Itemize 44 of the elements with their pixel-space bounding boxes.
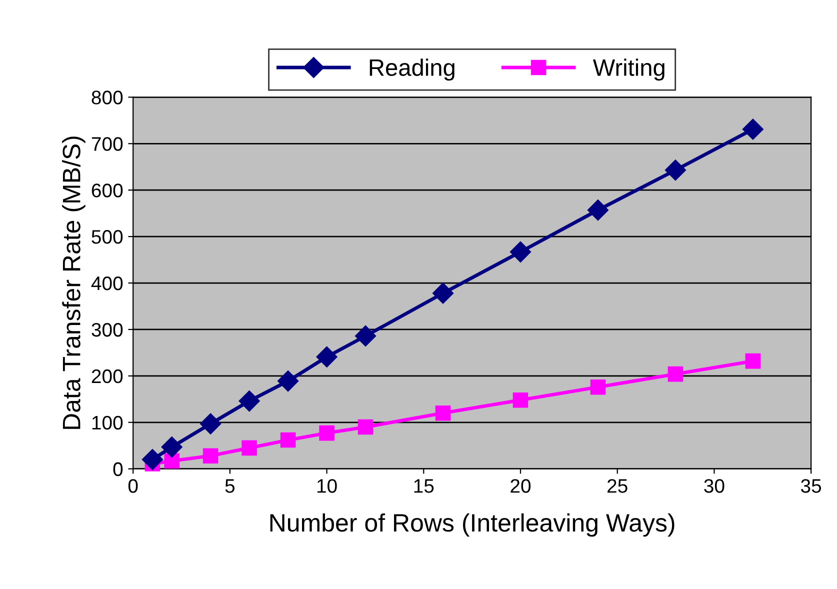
point bbox=[432, 282, 454, 304]
point bbox=[512, 392, 528, 408]
point bbox=[745, 353, 761, 369]
point bbox=[202, 448, 218, 464]
legend-label: Reading bbox=[370, 58, 454, 81]
point bbox=[435, 405, 451, 421]
point bbox=[355, 325, 376, 346]
point bbox=[668, 366, 684, 382]
point bbox=[142, 449, 163, 470]
point bbox=[278, 370, 299, 392]
point bbox=[316, 346, 338, 368]
point bbox=[510, 241, 532, 262]
point bbox=[590, 379, 606, 395]
x-tick-label: 30 bbox=[704, 479, 724, 493]
y-tick-label: 0 bbox=[113, 462, 123, 476]
point bbox=[238, 390, 260, 412]
y-axis-title: Data Transfer Rate (MB/S) bbox=[62, 136, 86, 429]
point bbox=[242, 440, 257, 456]
x-axis-title: Number of Rows (Interleaving Ways) bbox=[270, 513, 674, 537]
y-tick-label: 100 bbox=[92, 416, 123, 430]
legend-label: Writing bbox=[592, 58, 664, 81]
y-tick-label: 700 bbox=[92, 137, 123, 151]
x-tick-label: 0 bbox=[128, 479, 138, 493]
point bbox=[587, 200, 608, 221]
x-tick-label: 20 bbox=[510, 479, 531, 493]
point bbox=[664, 160, 686, 181]
x-tick-label: 10 bbox=[317, 479, 337, 493]
point bbox=[200, 413, 222, 434]
y-tick-label: 400 bbox=[91, 276, 123, 290]
x-tick-label: 25 bbox=[608, 479, 628, 493]
y-tick-label: 500 bbox=[92, 230, 123, 244]
point bbox=[161, 436, 182, 458]
y-tick-label: 800 bbox=[92, 90, 123, 104]
y-tick-label: 600 bbox=[92, 184, 123, 198]
point bbox=[280, 432, 296, 448]
y-tick-label: 200 bbox=[92, 369, 123, 384]
point bbox=[319, 425, 334, 441]
point bbox=[164, 453, 180, 469]
point bbox=[742, 118, 764, 140]
y-tick-label: 300 bbox=[92, 322, 123, 337]
point bbox=[358, 419, 374, 435]
x-tick-label: 15 bbox=[414, 479, 434, 493]
x-tick-label: 5 bbox=[225, 479, 235, 493]
x-tick-label: 35 bbox=[800, 479, 822, 493]
